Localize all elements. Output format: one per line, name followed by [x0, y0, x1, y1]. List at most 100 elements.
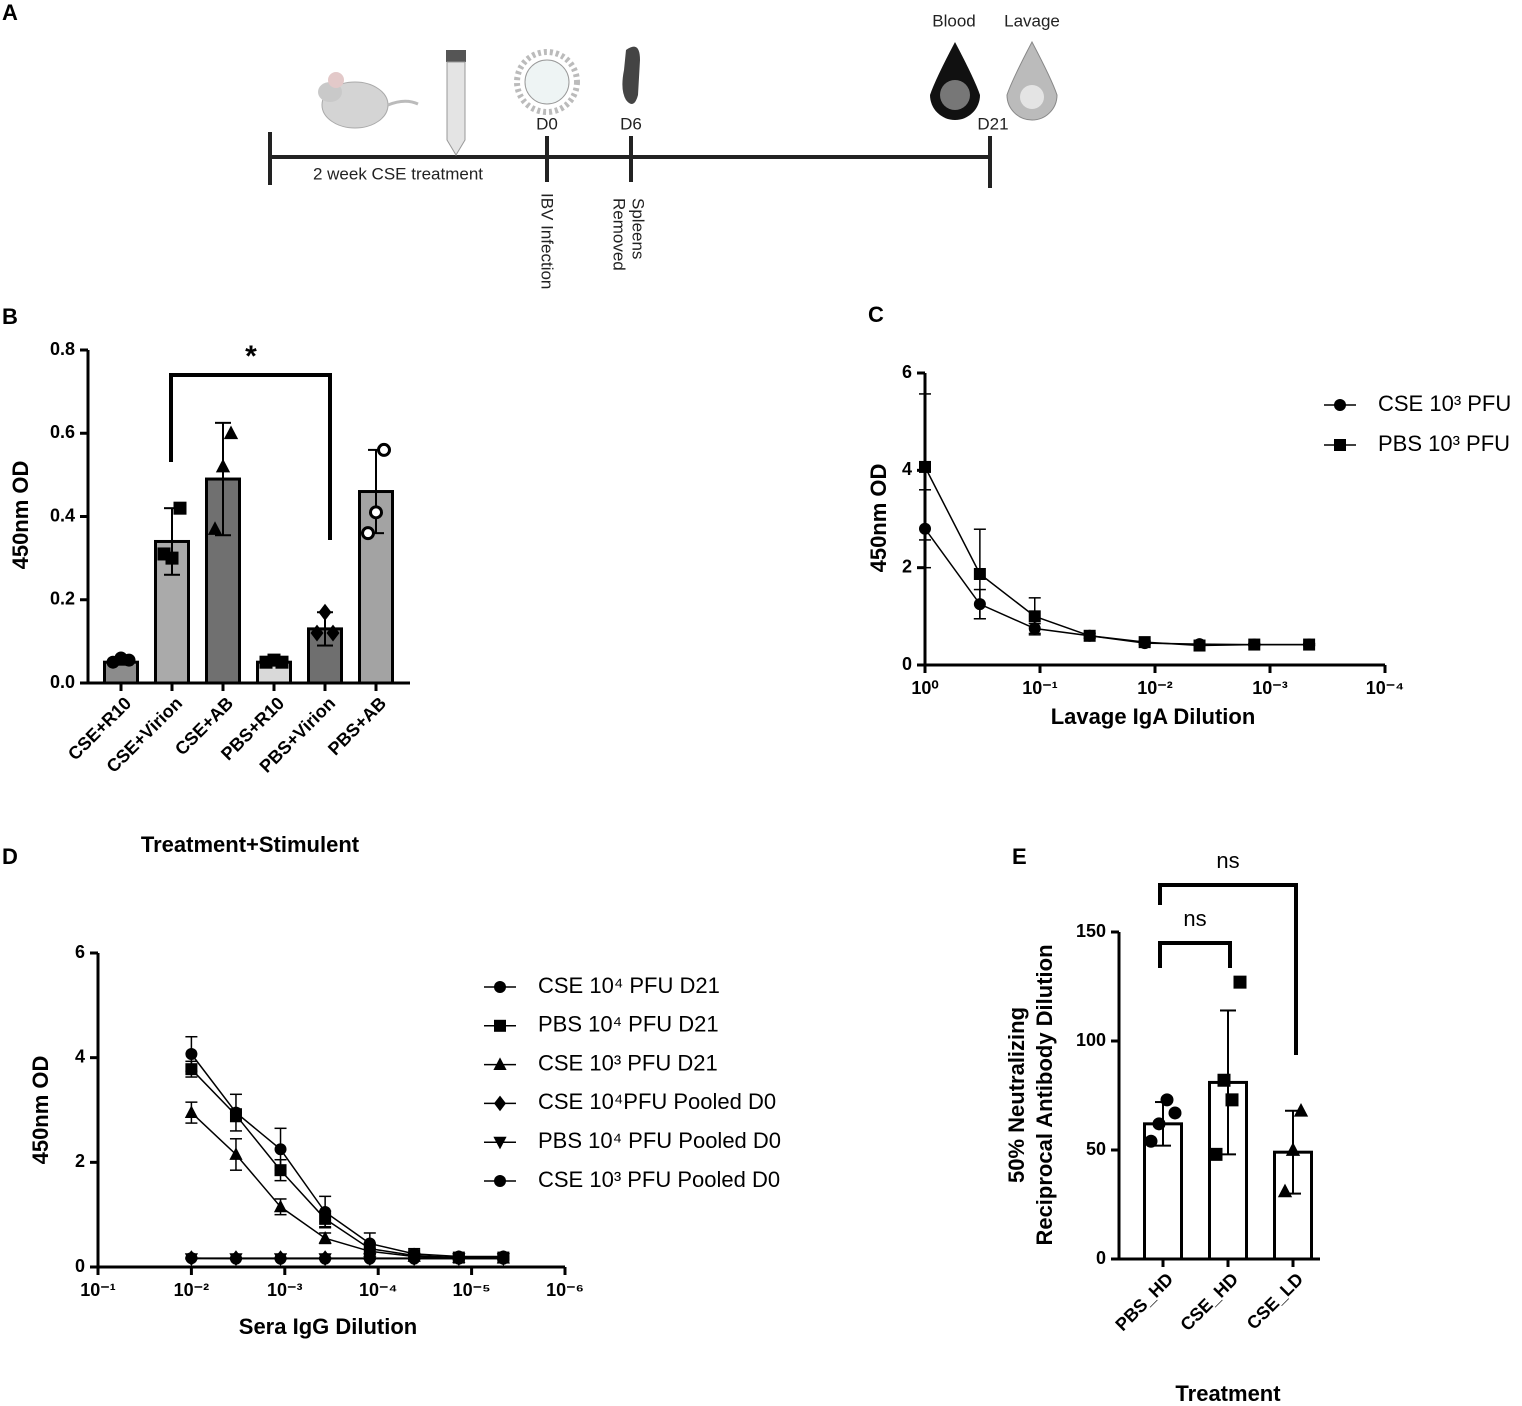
- treatment-label: 2 week CSE treatment: [313, 164, 483, 183]
- marker: [1193, 639, 1206, 652]
- marker: [1248, 638, 1261, 651]
- marker: [1277, 1183, 1293, 1198]
- significance-bracket: [1158, 941, 1232, 968]
- x-axis-label: Treatment: [1175, 1381, 1281, 1406]
- marker: [973, 567, 986, 580]
- legend-label: CSE 10³ PFU D21: [538, 1050, 718, 1075]
- panel-letter: D: [2, 844, 18, 869]
- marker: [363, 1252, 376, 1265]
- marker: [229, 1252, 242, 1265]
- marker: [1028, 610, 1041, 623]
- marker: [184, 1105, 198, 1119]
- series-line: [924, 466, 1310, 647]
- y-tick-label: 0: [75, 1256, 85, 1276]
- marker: [275, 655, 289, 669]
- marker: [185, 1048, 198, 1061]
- mouse-icon: [318, 72, 419, 129]
- series-line: [190, 1112, 504, 1259]
- marker: [1334, 439, 1346, 451]
- marker: [310, 624, 324, 642]
- y-tick-label: 2: [75, 1151, 85, 1171]
- y-tick-label: 50: [1086, 1139, 1106, 1159]
- marker: [326, 624, 340, 642]
- significance-bracket: [169, 373, 332, 540]
- marker: [493, 1136, 507, 1150]
- blood-drop-virus: [940, 80, 970, 110]
- x-tick-label: CSE_HD: [1176, 1269, 1242, 1335]
- legend-label: CSE 10³ PFU: [1378, 391, 1511, 416]
- day-label: D6: [620, 114, 642, 133]
- legend-label: PBS 10⁴ PFU D21: [538, 1012, 719, 1037]
- marker: [274, 1143, 287, 1156]
- marker: [1160, 1093, 1174, 1107]
- marker: [223, 425, 239, 440]
- virus-icon: [514, 49, 580, 115]
- marker: [1168, 1106, 1182, 1120]
- y-axis-label: 450nm OD: [8, 461, 33, 570]
- y-axis-label: 450nm OD: [866, 464, 891, 573]
- x-tick-label: 10⁻⁴: [1366, 678, 1404, 698]
- series-line: [190, 1053, 504, 1258]
- marker: [185, 1063, 198, 1076]
- y-tick-label: 6: [75, 942, 85, 962]
- marker: [1138, 636, 1151, 649]
- x-tick-label: 10⁻⁵: [453, 1280, 491, 1300]
- panel-letter: B: [2, 304, 18, 329]
- day-label: D21: [977, 114, 1008, 133]
- marker: [319, 1252, 332, 1265]
- timeline: [268, 132, 992, 188]
- y-tick-label: 0.2: [50, 589, 75, 609]
- marker: [1225, 1093, 1239, 1107]
- y-tick-label: 2: [902, 556, 912, 576]
- marker: [215, 458, 231, 473]
- y-tick-label: 0: [1096, 1248, 1106, 1268]
- marker: [318, 603, 332, 621]
- legend-label: PBS 10⁴ PFU Pooled D0: [538, 1128, 781, 1153]
- marker: [452, 1252, 465, 1265]
- x-tick-label: CSE_LD: [1243, 1269, 1307, 1333]
- spleen-label: Removed: [610, 198, 629, 271]
- infection-label: IBV Infection: [538, 193, 557, 289]
- panel-letter: A: [2, 0, 18, 25]
- panel-letter: C: [868, 302, 884, 327]
- marker: [207, 521, 223, 535]
- legend-label: PBS 10³ PFU: [1378, 431, 1510, 456]
- x-tick-label: 10⁰: [911, 678, 938, 698]
- marker: [1293, 1102, 1309, 1117]
- y-tick-label: 0: [902, 654, 912, 674]
- marker: [494, 1175, 506, 1187]
- x-axis-label: Sera IgG Dilution: [239, 1314, 417, 1339]
- marker: [377, 442, 391, 457]
- x-tick-label: 10⁻²: [1137, 678, 1173, 698]
- series-line: [190, 1068, 504, 1259]
- bar: [1208, 1080, 1248, 1261]
- marker: [919, 460, 931, 473]
- y-axis-label: Reciprocal Antibody Dilution: [1032, 944, 1057, 1245]
- marker: [229, 1147, 243, 1160]
- marker: [173, 501, 187, 515]
- marker: [1217, 1073, 1231, 1087]
- marker: [185, 1252, 198, 1265]
- marker: [1233, 975, 1247, 989]
- marker: [1334, 399, 1346, 411]
- marker: [229, 1109, 242, 1122]
- marker: [122, 653, 136, 667]
- marker: [273, 1199, 288, 1213]
- marker: [369, 505, 383, 520]
- marker: [274, 1164, 287, 1177]
- marker: [1083, 629, 1096, 642]
- lavage-drop: [1006, 40, 1058, 121]
- marker: [1285, 1142, 1301, 1156]
- lavage-label: Lavage: [1004, 11, 1060, 30]
- x-tick-label: 10⁻³: [267, 1280, 303, 1300]
- marker: [1209, 1147, 1223, 1161]
- marker: [494, 1095, 506, 1112]
- y-tick-label: 6: [902, 362, 912, 382]
- x-tick-label: 10⁻⁶: [546, 1280, 584, 1300]
- y-tick-label: 0.6: [50, 422, 75, 442]
- significance-label: ns: [1216, 848, 1239, 873]
- marker: [165, 551, 179, 565]
- significance-label: *: [245, 340, 257, 373]
- marker: [1303, 638, 1316, 651]
